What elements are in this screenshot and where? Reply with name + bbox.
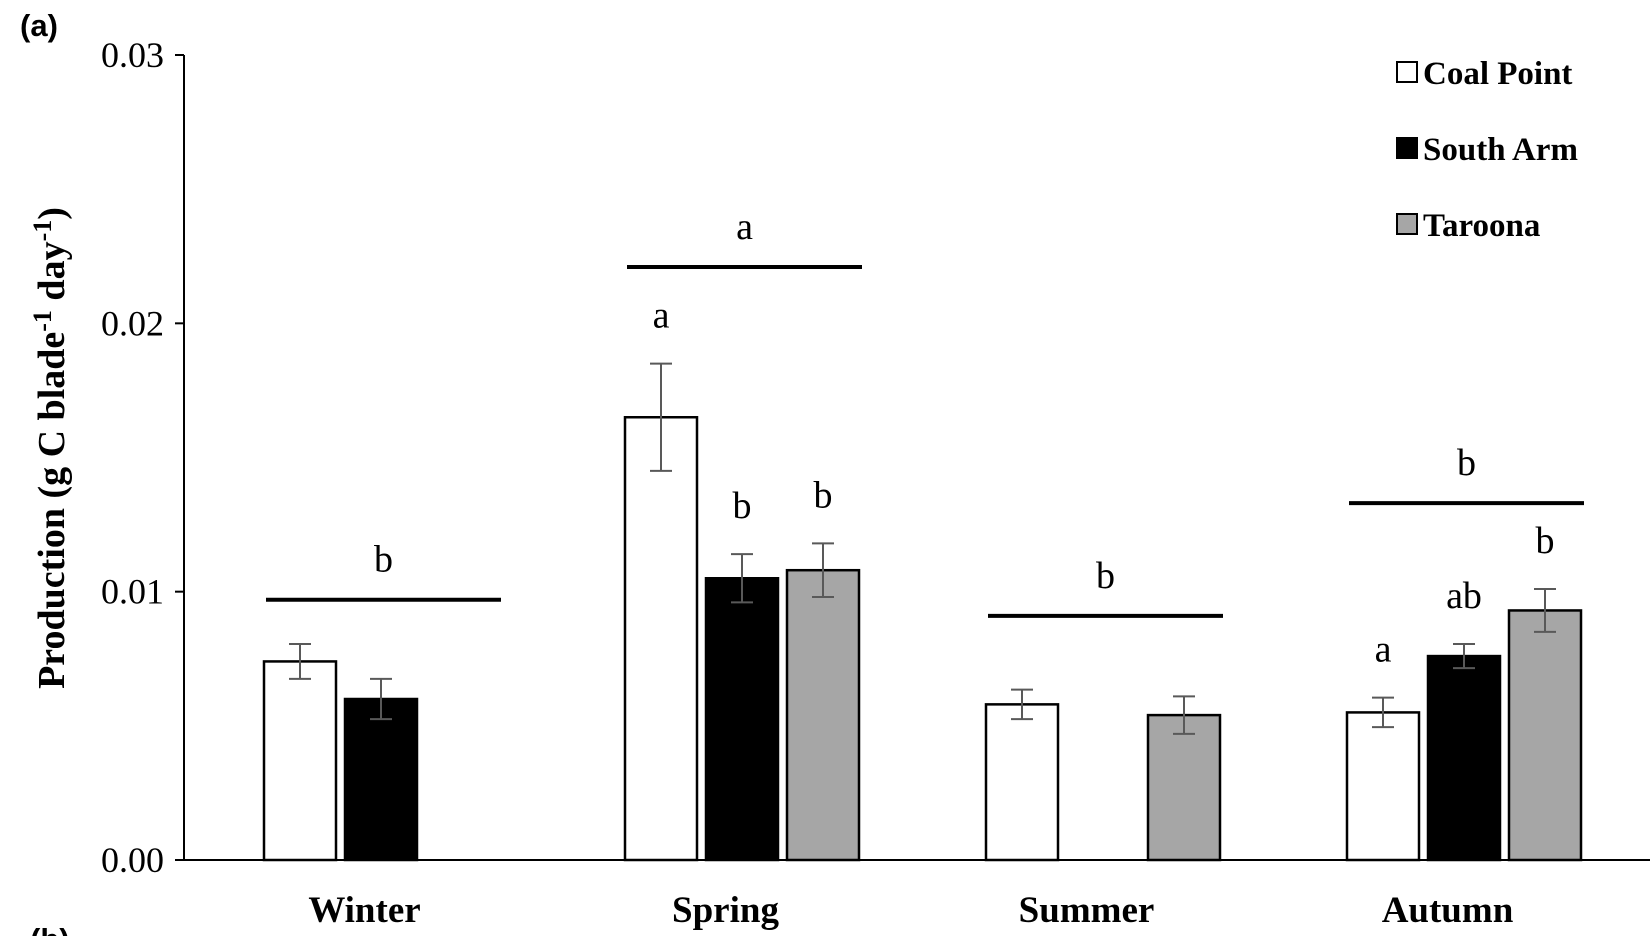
x-tick-label: Spring bbox=[672, 890, 779, 931]
bar bbox=[1345, 711, 1421, 862]
bar bbox=[785, 568, 861, 862]
legend: Coal Point South Arm Taroona bbox=[1396, 56, 1578, 244]
panel-label: (a) bbox=[20, 8, 58, 43]
bar bbox=[1426, 654, 1502, 862]
bar-significance-label: a bbox=[653, 295, 670, 337]
x-tick-label: Winter bbox=[308, 890, 420, 931]
group-significance-label: a bbox=[736, 206, 753, 248]
legend-label: Taroona bbox=[1423, 208, 1540, 244]
group-significance-label: b bbox=[1457, 442, 1476, 484]
bar bbox=[984, 703, 1060, 862]
y-tick-label: 0.01 bbox=[101, 572, 164, 612]
group-significance-label: b bbox=[1096, 555, 1115, 597]
y-axis-label: Production (g C blade-1 day-1) bbox=[28, 207, 73, 689]
y-tick-label: 0.02 bbox=[101, 303, 164, 343]
legend-swatch bbox=[1396, 61, 1418, 83]
group-significance-label: b bbox=[374, 539, 393, 581]
bar-significance-label: b bbox=[814, 474, 833, 516]
bar bbox=[1507, 609, 1583, 862]
legend-swatch bbox=[1396, 213, 1418, 235]
legend-label: South Arm bbox=[1423, 132, 1578, 168]
bar-significance-label: a bbox=[1375, 629, 1392, 671]
bar bbox=[343, 697, 419, 862]
axes: 0.00 0.01 0.02 0.03 Winter Spring Summer Autumn bbox=[101, 35, 1650, 931]
y-tick-label: 0.03 bbox=[101, 35, 164, 75]
legend-swatch bbox=[1396, 137, 1418, 159]
bar bbox=[704, 577, 780, 862]
bar-significance-label: ab bbox=[1446, 575, 1482, 617]
x-tick-label: Autumn bbox=[1382, 890, 1514, 931]
bar bbox=[262, 660, 338, 862]
next-panel-label: (b) bbox=[30, 922, 70, 936]
bar bbox=[1146, 713, 1222, 862]
bar bbox=[623, 416, 699, 862]
bar-significance-label: b bbox=[733, 485, 752, 527]
x-tick-label: Summer bbox=[1019, 890, 1155, 931]
legend-label: Coal Point bbox=[1423, 56, 1572, 92]
y-tick-label: 0.00 bbox=[101, 840, 164, 880]
bar-significance-label: b bbox=[1536, 520, 1555, 562]
bars bbox=[262, 362, 1583, 862]
